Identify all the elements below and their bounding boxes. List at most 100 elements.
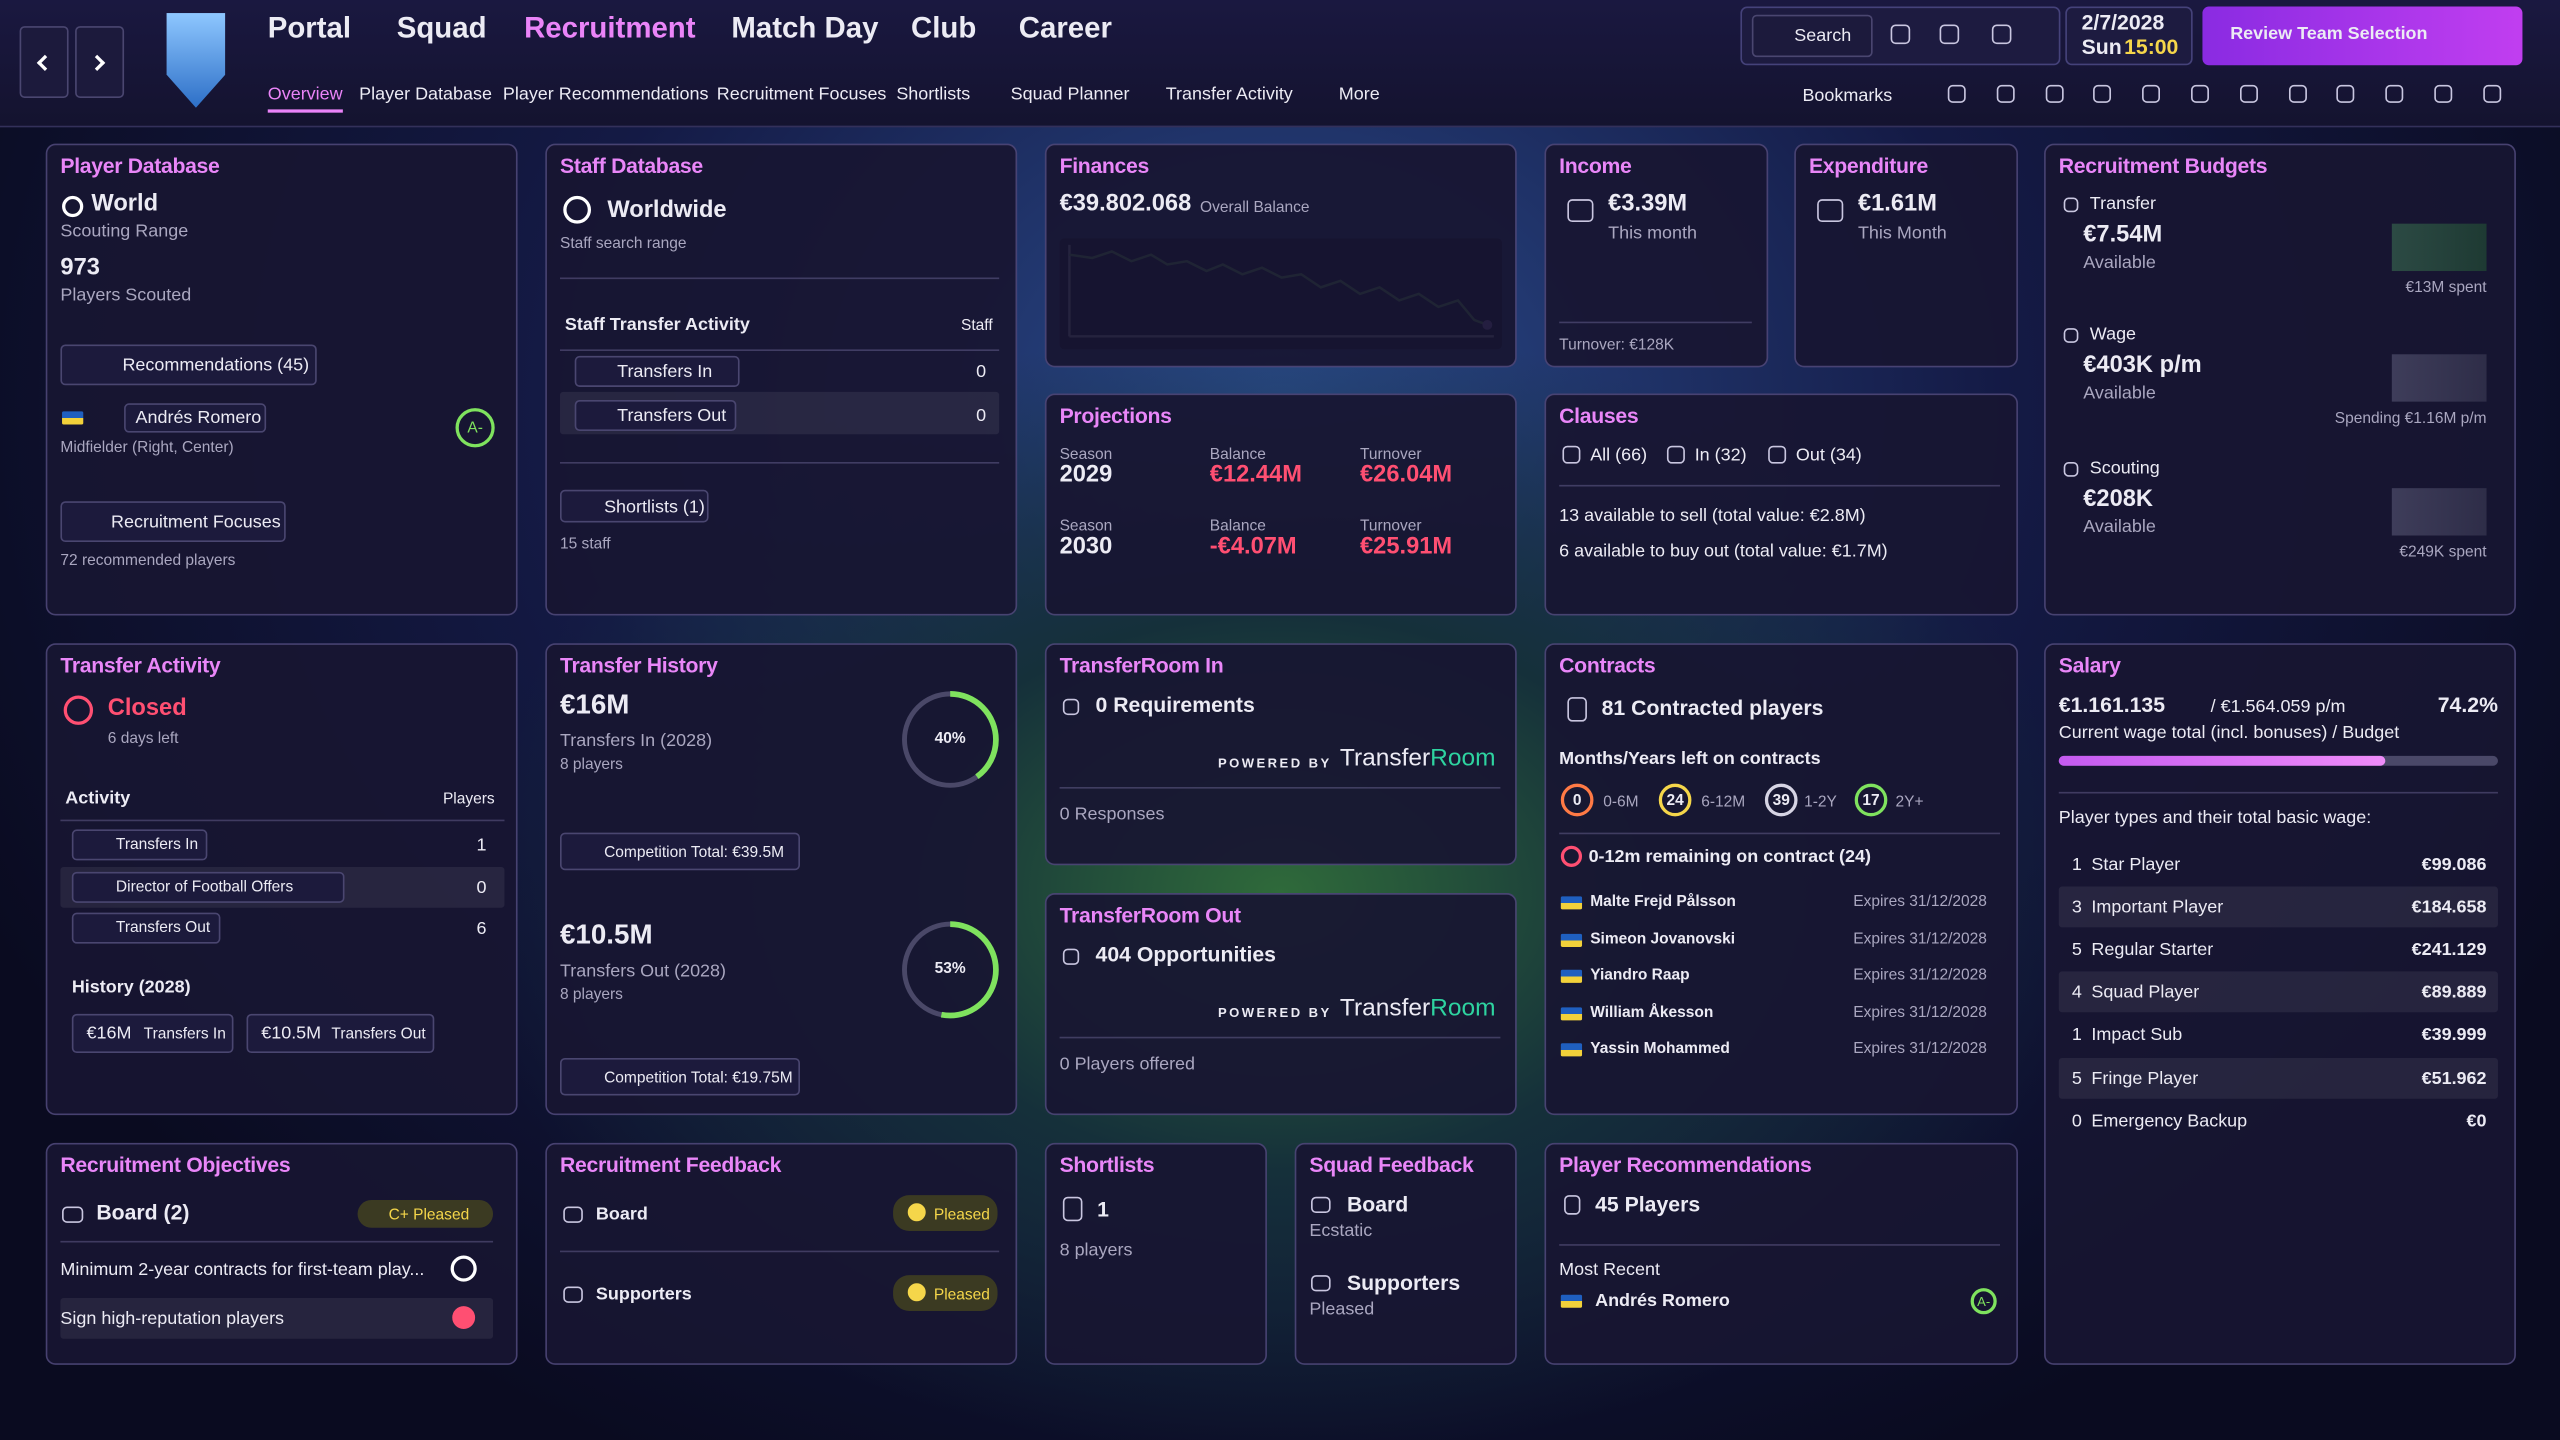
mood: Ecstatic — [1309, 1221, 1373, 1241]
activity-chip[interactable] — [574, 399, 737, 432]
position: Midfielder (Right, Center) — [60, 439, 234, 458]
search[interactable]: Search — [1794, 26, 1852, 46]
player[interactable]: Andrés Romero — [135, 408, 262, 428]
filters[interactable]: Out (34) — [1795, 445, 1862, 466]
rating: A- — [467, 419, 483, 438]
divider — [1559, 1244, 2000, 1246]
subnav[interactable]: Shortlists — [896, 84, 971, 105]
label[interactable]: Transfers In — [115, 835, 199, 854]
nav[interactable]: Squad — [396, 11, 487, 45]
label[interactable]: Transfers In — [617, 362, 713, 383]
count: 24 — [1666, 791, 1684, 810]
bookmark-icon[interactable] — [1947, 84, 1966, 103]
focuses-button[interactable] — [60, 501, 286, 543]
panel — [1044, 893, 1517, 1116]
turnover-label: Turnover — [1360, 517, 1422, 536]
subnav[interactable]: Squad Planner — [1010, 84, 1130, 105]
tool-icon[interactable] — [1991, 24, 2012, 45]
filters[interactable]: All (66) — [1590, 445, 1648, 466]
ring-arc — [901, 921, 999, 1019]
bookmark-icon[interactable] — [1996, 84, 2015, 103]
status: Available — [2083, 517, 2156, 538]
tool-icon[interactable] — [1890, 24, 1911, 45]
bookmark-icon[interactable] — [2045, 84, 2064, 103]
subnav[interactable]: Transfer Activity — [1165, 84, 1293, 105]
bookmark-icon[interactable] — [2288, 84, 2307, 103]
title: Recruitment Objectives — [60, 1152, 291, 1178]
review-button[interactable]: Review Team Selection — [2230, 24, 2428, 45]
bookmarks[interactable]: Bookmarks — [1802, 86, 1893, 107]
title: Recruitment Feedback — [560, 1152, 782, 1178]
count: 0 — [1572, 791, 1582, 810]
mood: C+ Pleased — [388, 1206, 470, 1225]
label: Transfers Out — [331, 1025, 426, 1044]
activity-chip[interactable] — [71, 829, 208, 861]
wage: €51.962 — [2421, 1068, 2487, 1089]
activity-chip[interactable] — [71, 912, 221, 944]
activity-chip[interactable] — [574, 355, 740, 387]
back-button[interactable] — [19, 26, 69, 98]
bookmark-icon[interactable] — [2336, 84, 2355, 103]
name: Impact Sub — [2091, 1025, 2183, 1046]
bookmark-icon[interactable] — [2434, 84, 2453, 103]
divider — [560, 462, 1000, 464]
nav[interactable]: Match Day — [731, 11, 879, 45]
shortlists-chip[interactable] — [560, 489, 709, 523]
globe-icon — [62, 195, 84, 218]
label[interactable]: Transfers Out — [115, 919, 211, 938]
bookmark-icon[interactable] — [2482, 84, 2501, 103]
coins-icon — [1817, 199, 1844, 223]
divider — [60, 1240, 494, 1243]
ring-arc — [901, 691, 999, 789]
filters[interactable]: In (32) — [1694, 445, 1747, 466]
players: 8 players — [1059, 1240, 1133, 1261]
bookmark-icon[interactable] — [2385, 84, 2404, 103]
title: Clauses — [1559, 403, 1639, 428]
note: €249K spent — [2399, 543, 2487, 562]
range-label: Staff search range — [560, 235, 687, 254]
review-button[interactable] — [2202, 6, 2523, 66]
nav[interactable]: Club — [911, 11, 977, 45]
bookmark-icon[interactable] — [2093, 84, 2112, 103]
recommendations-button[interactable] — [60, 344, 317, 386]
flag — [1560, 969, 1583, 983]
footer: 0 Players offered — [1059, 1054, 1196, 1075]
subnav[interactable]: Player Recommendations — [502, 84, 709, 105]
player[interactable]: Andrés Romero — [1595, 1291, 1730, 1312]
activity-chip[interactable] — [71, 871, 345, 903]
player-chip[interactable] — [124, 403, 267, 433]
shortlists[interactable]: Shortlists (1) — [604, 497, 705, 518]
recommendations[interactable]: Recommendations (45) — [122, 355, 310, 376]
subnav[interactable]: Overview — [267, 83, 343, 113]
subnav[interactable]: More — [1338, 84, 1380, 105]
bookmark-icon[interactable] — [2142, 84, 2161, 103]
tool-icon[interactable] — [1939, 24, 1960, 45]
name: Squad Player — [2091, 983, 2200, 1003]
label: 40% — [934, 729, 966, 748]
forward-button[interactable] — [75, 26, 125, 98]
globe-icon — [563, 195, 592, 224]
label[interactable]: Transfers Out — [617, 406, 727, 427]
brand: Room — [1430, 994, 1496, 1023]
bookmark-icon[interactable] — [2239, 84, 2258, 103]
subnav[interactable]: Player Database — [359, 84, 492, 105]
label[interactable]: Director of Football Offers — [115, 878, 294, 897]
title: Transfer History — [560, 653, 718, 678]
subnav[interactable]: Recruitment Focuses — [716, 84, 887, 105]
title: Income — [1559, 153, 1632, 178]
clause-icon — [1666, 445, 1685, 464]
focuses[interactable]: Recruitment Focuses — [111, 512, 281, 533]
divider — [1059, 786, 1501, 789]
value: €16M — [560, 688, 630, 720]
budget: / €1.564.059 p/m — [2210, 697, 2346, 717]
title: Shortlists — [1059, 1152, 1155, 1178]
doc-icon — [1567, 697, 1587, 722]
nav[interactable]: Career — [1018, 11, 1112, 45]
range-label: Scouting Range — [60, 222, 189, 242]
bookmark-icon[interactable] — [2191, 84, 2209, 103]
value: 0 — [476, 878, 487, 898]
search-box[interactable] — [1751, 14, 1873, 58]
nav[interactable]: Portal — [267, 11, 352, 45]
nav[interactable]: Recruitment — [524, 11, 696, 45]
